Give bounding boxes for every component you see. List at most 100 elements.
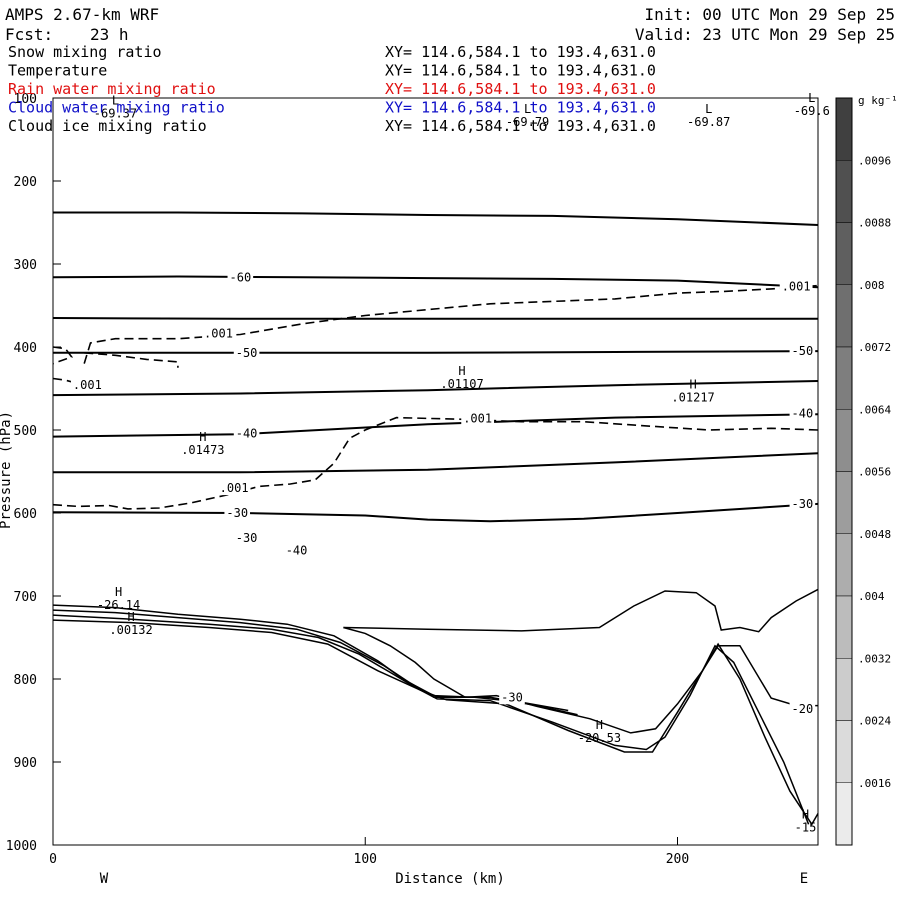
snow-label-4: .001 [782, 279, 811, 293]
colorbar-label-9: .0088 [858, 217, 891, 230]
snow-label-0-bg [202, 325, 235, 341]
y-tick-label-6: 700 [14, 590, 37, 605]
colorbar-label-6: .0064 [858, 403, 891, 416]
extremum-value-4: .01107 [440, 377, 483, 391]
colorbar-label-7: .0072 [858, 341, 891, 354]
extremum-value-1: -69.79 [506, 115, 549, 129]
colorbar-swatch-8 [835, 595, 853, 659]
x-axis-title: Distance (km) [395, 871, 505, 887]
extremum-value-7: -26.14 [97, 598, 140, 612]
snow-contour-1 [52, 346, 73, 365]
snow-label-1: .001 [73, 378, 102, 392]
temperature-contour-1 [52, 275, 819, 289]
colorbar-swatch-6 [835, 471, 853, 534]
colorbar-swatch-3 [835, 284, 853, 348]
colorbar-label-8: .008 [858, 279, 885, 292]
x-tick-label-2: 200 [666, 852, 689, 867]
extremum-mark-10: H [802, 807, 809, 821]
axis-layer: 100 200 300 400 500 600 700 800 900 1000 0 100 200 [6, 92, 690, 867]
contour-layer [52, 211, 819, 826]
extremum-mark-9: H [596, 718, 603, 732]
colorbar-swatch-4 [835, 346, 853, 410]
field-name-4: Cloud ice mixing ratio [8, 117, 207, 135]
extremum-mark-1: L [524, 102, 531, 116]
low-level-contour-5 [343, 588, 819, 633]
y-tick-label-1: 200 [14, 175, 37, 190]
snow-label-3: .001 [220, 481, 249, 495]
y-tick-label-3: 400 [14, 341, 37, 356]
colorbar-swatch-7 [835, 533, 853, 597]
y-tick-label-2: 300 [14, 258, 37, 273]
colorbar-swatch-9 [835, 658, 853, 721]
y-tick-label-7: 800 [14, 673, 37, 688]
y-tick-label-9: 1000 [6, 839, 37, 854]
field-xy-4: XY= 114.6,584.1 to 193.4,631.0 [385, 117, 656, 135]
extremum-mark-7: H [115, 585, 122, 599]
temperature-label-2: -50 [792, 344, 814, 358]
colorbar-swatch-2 [835, 222, 853, 285]
low-level-contour-3 [52, 619, 819, 826]
extremum-mark-0: L [112, 94, 119, 108]
temperature-label-0: -60 [230, 270, 252, 284]
x-tick-label-0: 0 [49, 852, 57, 867]
y-tick-label-4: 500 [14, 424, 37, 439]
snow-label-2-bg [461, 410, 495, 426]
temperature-label-5: -30 [226, 506, 248, 520]
extremum-value-5: .01217 [671, 391, 714, 405]
temperature-contour-0 [53, 211, 819, 226]
field-name-2: Rain water mixing ratio [8, 80, 216, 98]
colorbar-swatch-10 [835, 720, 853, 783]
temperature-label-1-bg [233, 344, 260, 360]
extremum-value-8: .00132 [109, 623, 152, 637]
colorbar-unit: g kg⁻¹ [858, 94, 898, 107]
extremum-value-6: .01473 [181, 443, 224, 457]
contour-label-layer: -60 -50 -50 -40 -40 -30 -30 -30 -40 -30 -20 .001 .00… [70, 91, 830, 834]
colorbar-swatch-0 [835, 97, 853, 161]
temperature-label-3-bg [233, 425, 260, 441]
x-endpoint-east: E [800, 871, 808, 887]
temperature-label-7: -30 [236, 531, 258, 545]
temperature-contour-2 [52, 317, 818, 320]
temperature-label-9: -30 [501, 690, 523, 704]
extremum-value-9: -20.53 [578, 731, 621, 745]
colorbar-swatch-5 [835, 409, 853, 472]
temperature-label-4: -40 [792, 406, 814, 420]
extremum-mark-8: H [127, 610, 134, 624]
snow-label-1-bg [70, 377, 104, 393]
extremum-value-0: -69.37 [94, 107, 137, 121]
temperature-contour-4 [52, 380, 819, 397]
temperature-label-6-bg [789, 495, 816, 511]
snow-label-4-bg [779, 278, 813, 294]
extremum-value-10: -15 [795, 820, 817, 834]
forecast-label: Fcst: [5, 25, 53, 44]
temperature-label-8: -40 [286, 543, 308, 557]
temperature-label-8-bg [283, 542, 310, 558]
field-xy-2: XY= 114.6,584.1 to 193.4,631.0 [385, 80, 656, 98]
field-name-1: Temperature [8, 62, 107, 80]
temperature-label-4-bg [789, 405, 816, 421]
field-xy-1: XY= 114.6,584.1 to 193.4,631.0 [385, 62, 656, 80]
temperature-label-2-bg [789, 343, 816, 359]
x-endpoint-west: W [100, 871, 109, 887]
extremum-mark-6: H [199, 430, 206, 444]
extremum-value-3: -69.6 [794, 104, 830, 118]
temperature-label-6: -30 [792, 497, 814, 511]
temperature-label-1: -50 [236, 346, 258, 360]
extremum-mark-2: L [705, 102, 712, 116]
low-level-contour-0 [52, 604, 569, 712]
field-name-3: Cloud water mixing ratio [8, 99, 225, 117]
y-tick-label-8: 900 [14, 756, 37, 771]
colorbar: .0096 .0088 .008 .0072 .0064 .0056 .0048 .004 .0… [835, 97, 891, 846]
colorbar-swatch-11 [835, 782, 853, 846]
temperature-label-10: -20 [792, 702, 814, 716]
snow-label-3-bg [217, 480, 251, 496]
extremum-mark-3: L [808, 91, 815, 105]
field-name-0: Snow mixing ratio [8, 43, 162, 61]
field-list: Snow mixing ratio XY= 114.6,584.1 to 193.… [8, 43, 656, 135]
temperature-label-0-bg [227, 269, 254, 285]
y-tick-label-5: 600 [14, 507, 37, 522]
colorbar-label-5: .0056 [858, 466, 891, 479]
temperature-contour-7 [52, 502, 819, 523]
snow-contour-2 [84, 352, 179, 368]
